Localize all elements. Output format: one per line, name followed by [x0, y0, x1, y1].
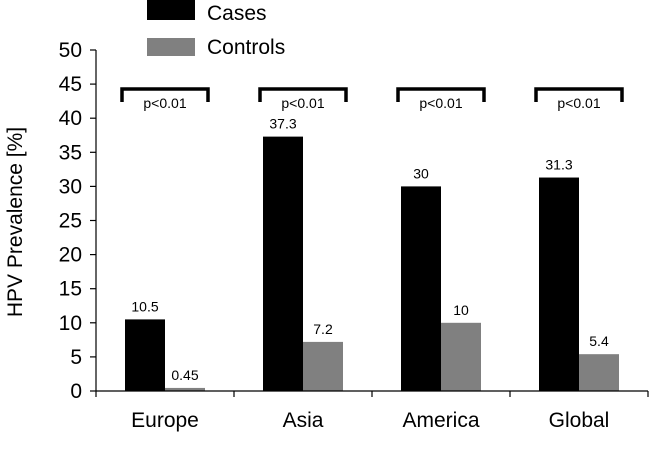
y-tick-label: 50	[59, 39, 82, 62]
bar-controls	[441, 322, 481, 391]
bar-controls	[165, 387, 205, 391]
significance-brackets: p<0.01 p<0.01 p<0.01 p<0.01	[120, 87, 624, 111]
significance-bracket	[534, 87, 624, 102]
data-label: 7.2	[313, 321, 333, 337]
data-label: 10.5	[131, 298, 158, 314]
bar-cases	[263, 136, 303, 391]
x-axis: Europe Asia America Global	[95, 390, 649, 432]
bars: 10.5 0.45 37.3 7.2 30 10 31.3 5.4	[125, 116, 619, 391]
data-label: 37.3	[269, 116, 296, 132]
significance-bracket	[120, 87, 210, 102]
data-label: 30	[413, 165, 429, 181]
p-value-label: p<0.01	[281, 95, 324, 111]
legend-label-cases: Cases	[207, 2, 267, 25]
data-label: 0.45	[171, 367, 198, 383]
data-label: 10	[453, 302, 469, 318]
p-value-label: p<0.01	[557, 95, 600, 111]
y-tick-label: 30	[59, 175, 82, 198]
p-value-label: p<0.01	[419, 95, 462, 111]
bar-cases	[125, 319, 165, 391]
x-category-label: America	[402, 409, 479, 432]
legend-swatch-cases	[147, 0, 195, 20]
x-category-label: Asia	[283, 409, 324, 432]
legend-label-controls: Controls	[207, 36, 285, 59]
significance-bracket	[396, 87, 486, 102]
data-label: 31.3	[545, 157, 572, 173]
y-axis: 0 5 10 15 20 25 30 35 40 45 50	[59, 39, 97, 403]
y-tick-label: 5	[70, 346, 82, 369]
bar-controls	[579, 354, 619, 391]
x-category-label: Europe	[131, 409, 199, 432]
legend-swatch-controls	[147, 38, 195, 56]
y-tick-label: 0	[70, 380, 82, 403]
y-tick-label: 20	[59, 244, 82, 267]
x-category-label: Global	[549, 409, 610, 432]
y-tick-label: 45	[59, 73, 82, 96]
y-tick-label: 15	[59, 278, 82, 301]
data-label: 5.4	[589, 333, 609, 349]
y-axis-label: HPV Prevalence [%]	[4, 127, 27, 317]
y-tick-label: 10	[59, 312, 82, 335]
y-tick-label: 25	[59, 210, 82, 233]
p-value-label: p<0.01	[143, 95, 186, 111]
y-tick-label: 40	[59, 107, 82, 130]
bar-cases	[401, 186, 441, 391]
significance-bracket	[258, 87, 348, 102]
y-tick-label: 35	[59, 141, 82, 164]
bar-cases	[539, 177, 579, 391]
bar-controls	[303, 341, 343, 391]
legend: Cases Controls	[147, 0, 285, 59]
